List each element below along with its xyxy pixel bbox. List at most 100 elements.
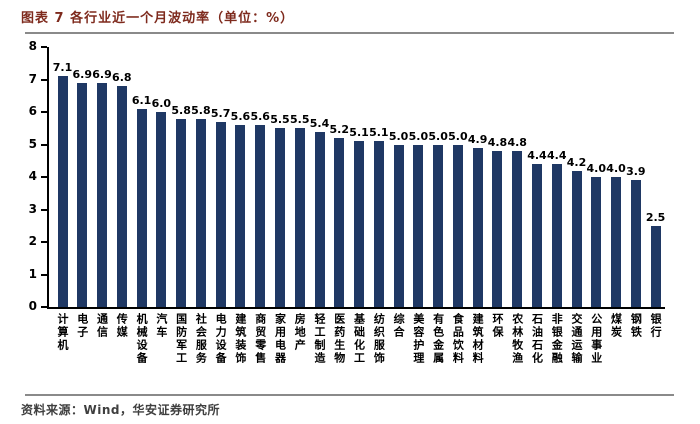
bar [611,177,622,307]
x-axis-category-label: 家用电器 [273,313,287,365]
bar-value-label: 6.9 [92,67,112,81]
y-axis-tick [41,306,47,308]
bar [215,121,226,307]
x-axis-category-label: 基础化工 [352,313,366,365]
x-axis-category-label: 建筑材料 [471,313,485,365]
bar [591,177,602,307]
y-axis-tick-label: 5 [28,136,37,151]
bar [294,128,305,307]
bar [630,180,641,307]
bar-value-label: 4.8 [487,136,508,149]
bar-value-label: 4.0 [586,162,607,175]
bar [393,144,404,307]
bar-value-label: 5.0 [448,129,468,143]
bar-value-label: 5.8 [171,103,191,117]
x-axis-category-label: 石油石化 [530,313,544,365]
x-axis-category-label: 非银金融 [550,313,564,365]
bar [334,138,345,307]
bar [650,225,661,307]
bar-value-label: 5.2 [329,123,350,136]
x-axis-category-label: 食品饮料 [451,313,465,365]
bar [274,128,285,307]
x-axis-category-label: 钢铁 [629,313,643,339]
x-axis-category-label: 医药生物 [332,313,346,365]
x-axis-category-label: 有色金属 [431,313,445,365]
y-axis-line [47,47,49,307]
bar-value-label: 5.5 [270,113,290,127]
bar-value-label: 6.0 [151,97,172,110]
y-axis-tick [41,241,47,243]
x-axis-category-label: 传媒 [115,313,129,339]
bar-value-label: 5.6 [230,110,251,123]
bar [472,147,483,307]
x-axis-category-label: 轻工制造 [313,313,326,365]
bar [255,125,266,307]
x-axis-category-label: 环保 [490,313,504,339]
bar [235,125,246,307]
x-axis-category-label: 建筑装饰 [233,313,247,365]
y-axis-tick [41,46,47,48]
x-axis-line [47,307,665,309]
x-axis-category-label: 通信 [95,313,109,339]
y-axis-tick-label: 3 [28,201,37,216]
y-axis-tick [41,78,47,81]
x-axis-category-label: 纺织服饰 [372,313,386,365]
x-axis-category-label: 公用事业 [589,313,603,365]
x-axis-category-label: 社会服务 [194,313,208,365]
bar [116,86,127,307]
bar-value-label: 4.4 [527,149,547,162]
bar [512,151,523,307]
bar [195,118,206,307]
y-axis-tick-label: 6 [28,104,37,118]
source-note: 资料来源：Wind，华安证券研究所 [21,403,220,417]
title-rule [25,32,674,34]
x-axis-category-label: 房地产 [293,313,307,352]
x-axis-category-label: 电子 [75,313,89,339]
bar-value-label: 6.1 [131,93,152,107]
bar [136,108,147,307]
bar-value-label: 4.8 [507,136,527,149]
x-axis-category-label: 计算机 [56,313,69,352]
x-axis-category-label: 综合 [392,313,406,339]
y-axis-tick [41,273,47,276]
bar-value-label: 5.5 [289,113,310,127]
x-axis-category-label: 农林牧渔 [510,313,524,365]
footer-rule [25,394,674,396]
bar-value-label: 5.8 [191,103,211,117]
bar-value-label: 4.4 [547,149,567,162]
y-axis-tick-label: 7 [28,71,37,86]
figure-title: 图表 7 各行业近一个月波动率（单位：%） [21,11,295,26]
bar [433,144,444,307]
bar-value-label: 5.0 [428,129,448,143]
bar-value-label: 5.0 [388,129,409,143]
x-axis-category-label: 银行 [649,313,663,339]
bar [176,118,187,307]
y-axis-tick [41,111,47,113]
bar [156,112,167,307]
bar-value-label: 5.4 [309,116,330,130]
bar-value-label: 7.1 [52,61,73,75]
bar-value-label: 2.5 [645,210,666,224]
bar [354,141,365,307]
y-axis-tick-label: 4 [28,169,37,183]
bar-value-label: 5.6 [250,110,270,123]
bar [77,82,88,307]
y-axis-tick [41,176,47,178]
x-axis-category-label: 电力设备 [214,313,228,365]
x-axis-category-label: 商贸零售 [253,313,267,365]
bar [97,82,108,307]
bar [571,170,582,307]
x-axis-category-label: 美容护理 [411,313,425,365]
bar [413,144,424,307]
bar-value-label: 5.1 [349,126,369,140]
bar-value-label: 4.2 [566,155,587,169]
bar-value-label: 5.7 [210,106,231,120]
bar-value-label: 6.8 [112,71,132,84]
x-axis-category-label: 机械设备 [135,313,149,365]
y-axis-tick [41,143,47,146]
bar [551,164,562,307]
bar [373,141,384,307]
bar [531,164,542,307]
y-axis-tick-label: 1 [28,266,37,281]
